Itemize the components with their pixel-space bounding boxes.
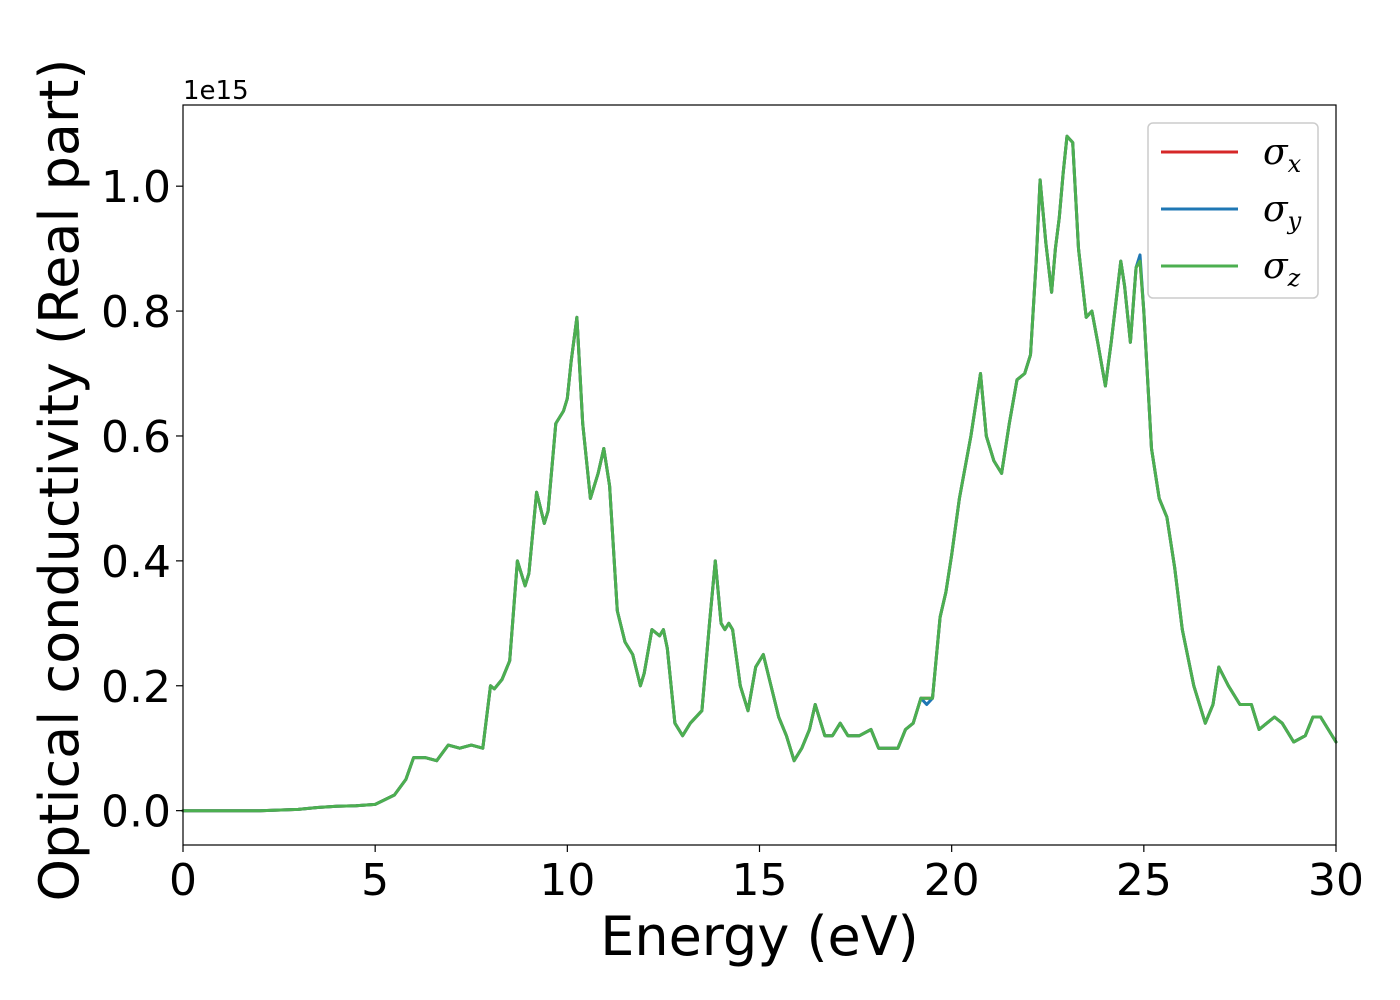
legend-item-y: σy	[1161, 189, 1302, 235]
legend-subscript: y	[1287, 207, 1302, 235]
y-tick-label: 0.8	[101, 287, 171, 338]
x-tick-label: 10	[539, 855, 595, 906]
series-layer	[181, 134, 1338, 813]
y-tick-label: 0.2	[101, 662, 171, 713]
series-line-z	[181, 134, 1338, 813]
legend-subscript: z	[1287, 264, 1301, 292]
y-tick-label: 0.6	[101, 412, 171, 463]
x-tick-label: 20	[924, 855, 980, 906]
y-tick-label: 1.0	[101, 162, 171, 213]
x-axis-title: Energy (eV)	[600, 905, 919, 968]
x-axis: 0 5 10 15 20 25 30	[169, 845, 1364, 906]
y-axis-title: Optical conductivity (Real part)	[28, 59, 91, 902]
y-tick-label: 0.4	[101, 537, 171, 588]
y-offset-label: 1e15	[183, 76, 249, 106]
x-tick-label: 0	[169, 855, 197, 906]
x-tick-label: 5	[361, 855, 389, 906]
x-tick-label: 25	[1116, 855, 1172, 906]
legend-subscript: x	[1288, 150, 1302, 178]
y-tick-label: 0.0	[101, 787, 171, 838]
x-tick-label: 30	[1308, 855, 1364, 906]
y-axis: 0.0 0.2 0.4 0.6 0.8 1.0	[101, 162, 183, 838]
x-tick-label: 15	[732, 855, 788, 906]
